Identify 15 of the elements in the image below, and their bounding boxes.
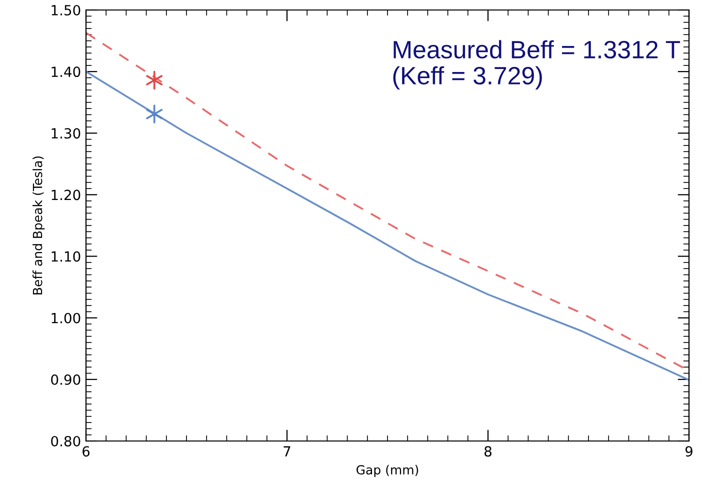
y-tick-label: 1.20 <box>52 190 80 200</box>
y-tick-label: 1.50 <box>52 4 80 16</box>
y-tick-label: 0.90 <box>51 374 80 385</box>
x-axis-title: Gap (mm) <box>356 464 418 477</box>
x-tick-label: 9 <box>685 446 692 457</box>
y-tick-label: 1.30 <box>52 128 80 139</box>
y-axis-title: Beff and Bpeak (Tesla) <box>32 156 45 294</box>
y-tick-label: 0.80 <box>51 436 80 446</box>
x-tick-label: 8 <box>484 446 492 457</box>
y-tick-label: 1.00 <box>52 312 80 324</box>
y-tick-label: 1.40 <box>52 66 80 78</box>
x-tick-label: 6 <box>82 446 90 457</box>
y-tick-label: 1.10 <box>52 251 80 262</box>
annotation: Measured Beff = 1.3312 T (Keff = 3.729) <box>393 40 680 90</box>
x-tick-label: 7 <box>284 446 290 456</box>
